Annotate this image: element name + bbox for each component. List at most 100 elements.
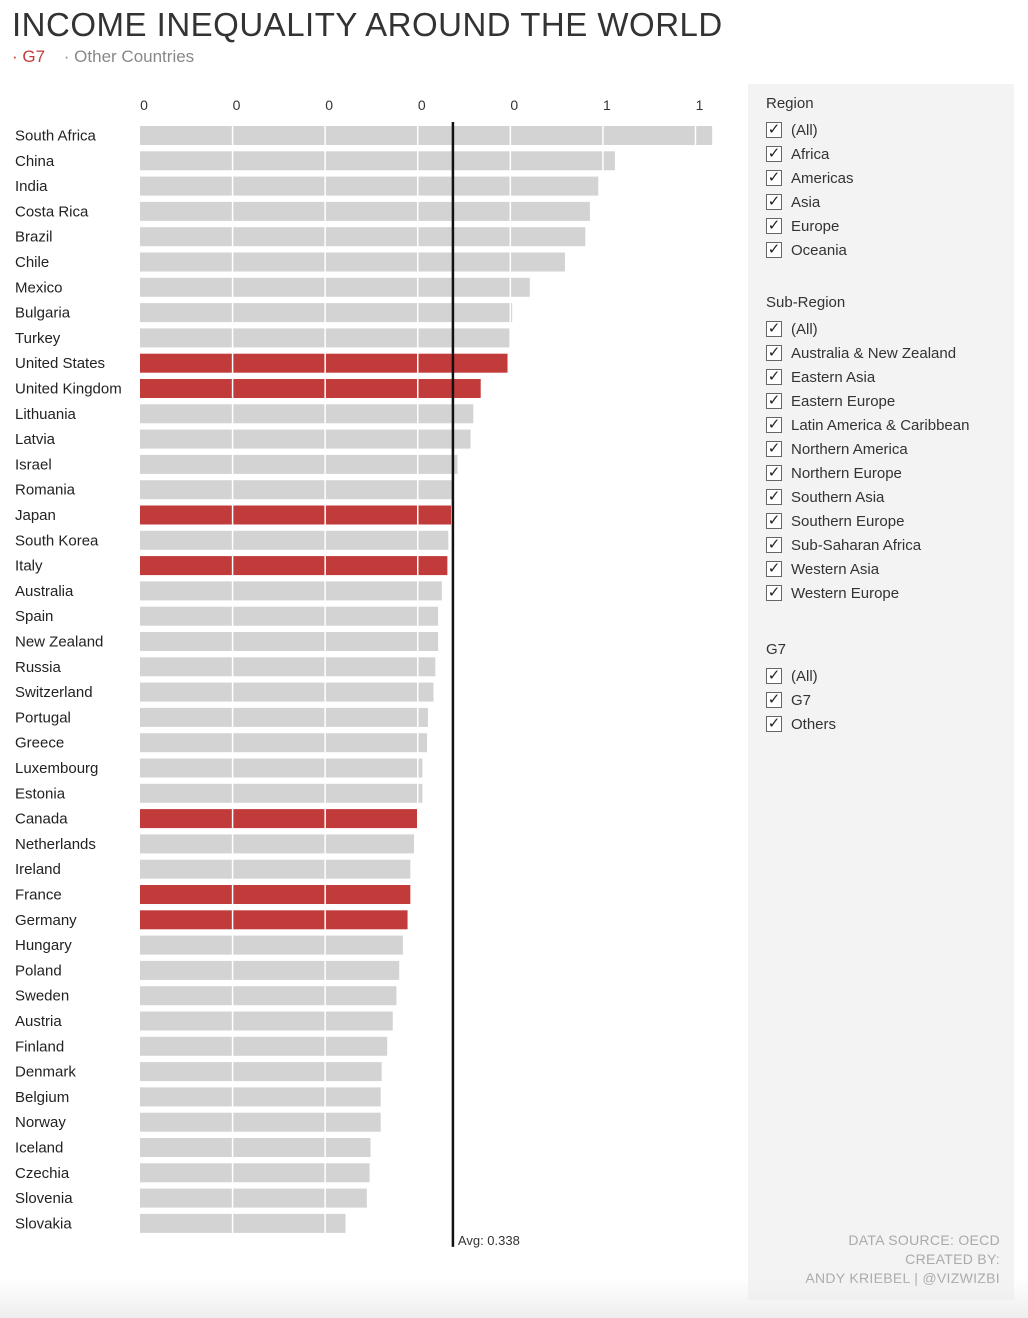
bar[interactable] <box>140 404 474 424</box>
bar[interactable] <box>140 1062 382 1082</box>
bar[interactable] <box>140 303 513 323</box>
bar[interactable] <box>140 1087 381 1107</box>
bar[interactable] <box>140 227 586 247</box>
filter-item-all[interactable]: ✓ (All) <box>766 317 969 341</box>
bar[interactable] <box>140 935 403 955</box>
checkbox-icon[interactable]: ✓ <box>766 488 782 505</box>
bar[interactable] <box>140 454 458 474</box>
bar[interactable] <box>140 986 397 1006</box>
bar[interactable] <box>140 530 449 550</box>
filter-item-g7[interactable]: ✓ G7 <box>766 688 836 712</box>
bar[interactable] <box>140 809 418 829</box>
checkbox-icon[interactable]: ✓ <box>766 193 782 210</box>
filter-item-europe[interactable]: ✓ Europe <box>766 214 854 238</box>
filter-item-label: Western Europe <box>791 584 900 602</box>
category-label: Costa Rica <box>15 203 89 220</box>
category-label: United States <box>15 355 105 372</box>
filter-item-western-europe[interactable]: ✓ Western Europe <box>766 581 969 605</box>
filter-item-oceania[interactable]: ✓ Oceania <box>766 238 854 262</box>
bar[interactable] <box>140 581 442 601</box>
filter-item-northern-america[interactable]: ✓ Northern America <box>766 437 969 461</box>
filter-item-western-asia[interactable]: ✓ Western Asia <box>766 557 969 581</box>
bar[interactable] <box>140 480 453 500</box>
bar[interactable] <box>140 910 408 930</box>
bar[interactable] <box>140 201 590 221</box>
category-label: Brazil <box>15 229 53 246</box>
bar[interactable] <box>140 707 428 727</box>
checkbox-icon[interactable]: ✓ <box>766 241 782 258</box>
legend-g7[interactable]: · G7 <box>12 47 46 66</box>
filter-item-label: (All) <box>791 667 818 685</box>
bar[interactable] <box>140 733 427 753</box>
bar[interactable] <box>140 429 471 449</box>
bar[interactable] <box>140 252 565 272</box>
bar[interactable] <box>140 1213 346 1233</box>
bar[interactable] <box>140 682 434 702</box>
checkbox-icon[interactable]: ✓ <box>766 145 782 162</box>
bar[interactable] <box>140 834 415 854</box>
checkbox-icon[interactable]: ✓ <box>766 667 782 684</box>
checkbox-icon[interactable]: ✓ <box>766 536 782 553</box>
average-label: Avg: 0.338 <box>458 1233 520 1248</box>
filter-item-asia[interactable]: ✓ Asia <box>766 190 854 214</box>
filter-item-label: Eastern Europe <box>791 392 896 410</box>
bar[interactable] <box>140 379 481 398</box>
legend-other-countries[interactable]: · Other Countries <box>63 47 195 66</box>
bar[interactable] <box>140 277 530 297</box>
checkbox-icon[interactable]: ✓ <box>766 715 782 732</box>
checkbox-icon[interactable]: ✓ <box>766 368 782 385</box>
bar[interactable] <box>140 176 599 196</box>
category-label: Finland <box>15 1038 64 1055</box>
checkbox-icon[interactable]: ✓ <box>766 217 782 234</box>
checkbox-icon[interactable]: ✓ <box>766 392 782 409</box>
bar[interactable] <box>140 885 411 904</box>
bar[interactable] <box>140 1011 393 1031</box>
category-label: Netherlands <box>15 836 96 853</box>
checkbox-icon[interactable]: ✓ <box>766 344 782 361</box>
bar[interactable] <box>140 758 423 778</box>
bar[interactable] <box>140 1163 370 1183</box>
filter-item-americas[interactable]: ✓ Americas <box>766 166 854 190</box>
bar[interactable] <box>140 126 713 145</box>
filter-item-southern-asia[interactable]: ✓ Southern Asia <box>766 485 969 509</box>
filter-item-australia-new-zealand[interactable]: ✓ Australia & New Zealand <box>766 341 969 365</box>
bar[interactable] <box>140 657 436 677</box>
checkbox-icon[interactable]: ✓ <box>766 464 782 481</box>
x-tick-label: 0 <box>233 97 241 113</box>
filter-item-all[interactable]: ✓ (All) <box>766 118 854 142</box>
filter-item-southern-europe[interactable]: ✓ Southern Europe <box>766 509 969 533</box>
filter-item-northern-europe[interactable]: ✓ Northern Europe <box>766 461 969 485</box>
checkbox-icon[interactable]: ✓ <box>766 169 782 186</box>
filter-item-eastern-europe[interactable]: ✓ Eastern Europe <box>766 389 969 413</box>
bar[interactable] <box>140 151 615 171</box>
checkbox-icon[interactable]: ✓ <box>766 584 782 601</box>
bar[interactable] <box>140 1188 367 1208</box>
x-tick-label: 0 <box>325 97 333 113</box>
category-label: South Korea <box>15 532 99 549</box>
bar[interactable] <box>140 960 400 980</box>
category-label: Portugal <box>15 709 71 726</box>
filter-item-latin-america-caribbean[interactable]: ✓ Latin America & Caribbean <box>766 413 969 437</box>
filter-item-africa[interactable]: ✓ Africa <box>766 142 854 166</box>
bar[interactable] <box>140 1036 388 1056</box>
checkbox-icon[interactable]: ✓ <box>766 440 782 457</box>
bar[interactable] <box>140 606 439 626</box>
bar[interactable] <box>140 1112 381 1132</box>
bar[interactable] <box>140 632 439 651</box>
checkbox-icon[interactable]: ✓ <box>766 560 782 577</box>
bar[interactable] <box>140 783 423 803</box>
bar[interactable] <box>140 505 452 525</box>
checkbox-icon[interactable]: ✓ <box>766 121 782 138</box>
filter-item-all[interactable]: ✓ (All) <box>766 664 836 688</box>
checkbox-icon[interactable]: ✓ <box>766 691 782 708</box>
filter-item-sub-saharan-africa[interactable]: ✓ Sub-Saharan Africa <box>766 533 969 557</box>
checkbox-icon[interactable]: ✓ <box>766 512 782 529</box>
filter-item-eastern-asia[interactable]: ✓ Eastern Asia <box>766 365 969 389</box>
filter-item-others[interactable]: ✓ Others <box>766 712 836 736</box>
bar[interactable] <box>140 859 411 879</box>
filter-title: Region <box>766 95 814 112</box>
bar[interactable] <box>140 556 448 576</box>
checkbox-icon[interactable]: ✓ <box>766 320 782 337</box>
bar[interactable] <box>140 1138 371 1157</box>
checkbox-icon[interactable]: ✓ <box>766 416 782 433</box>
